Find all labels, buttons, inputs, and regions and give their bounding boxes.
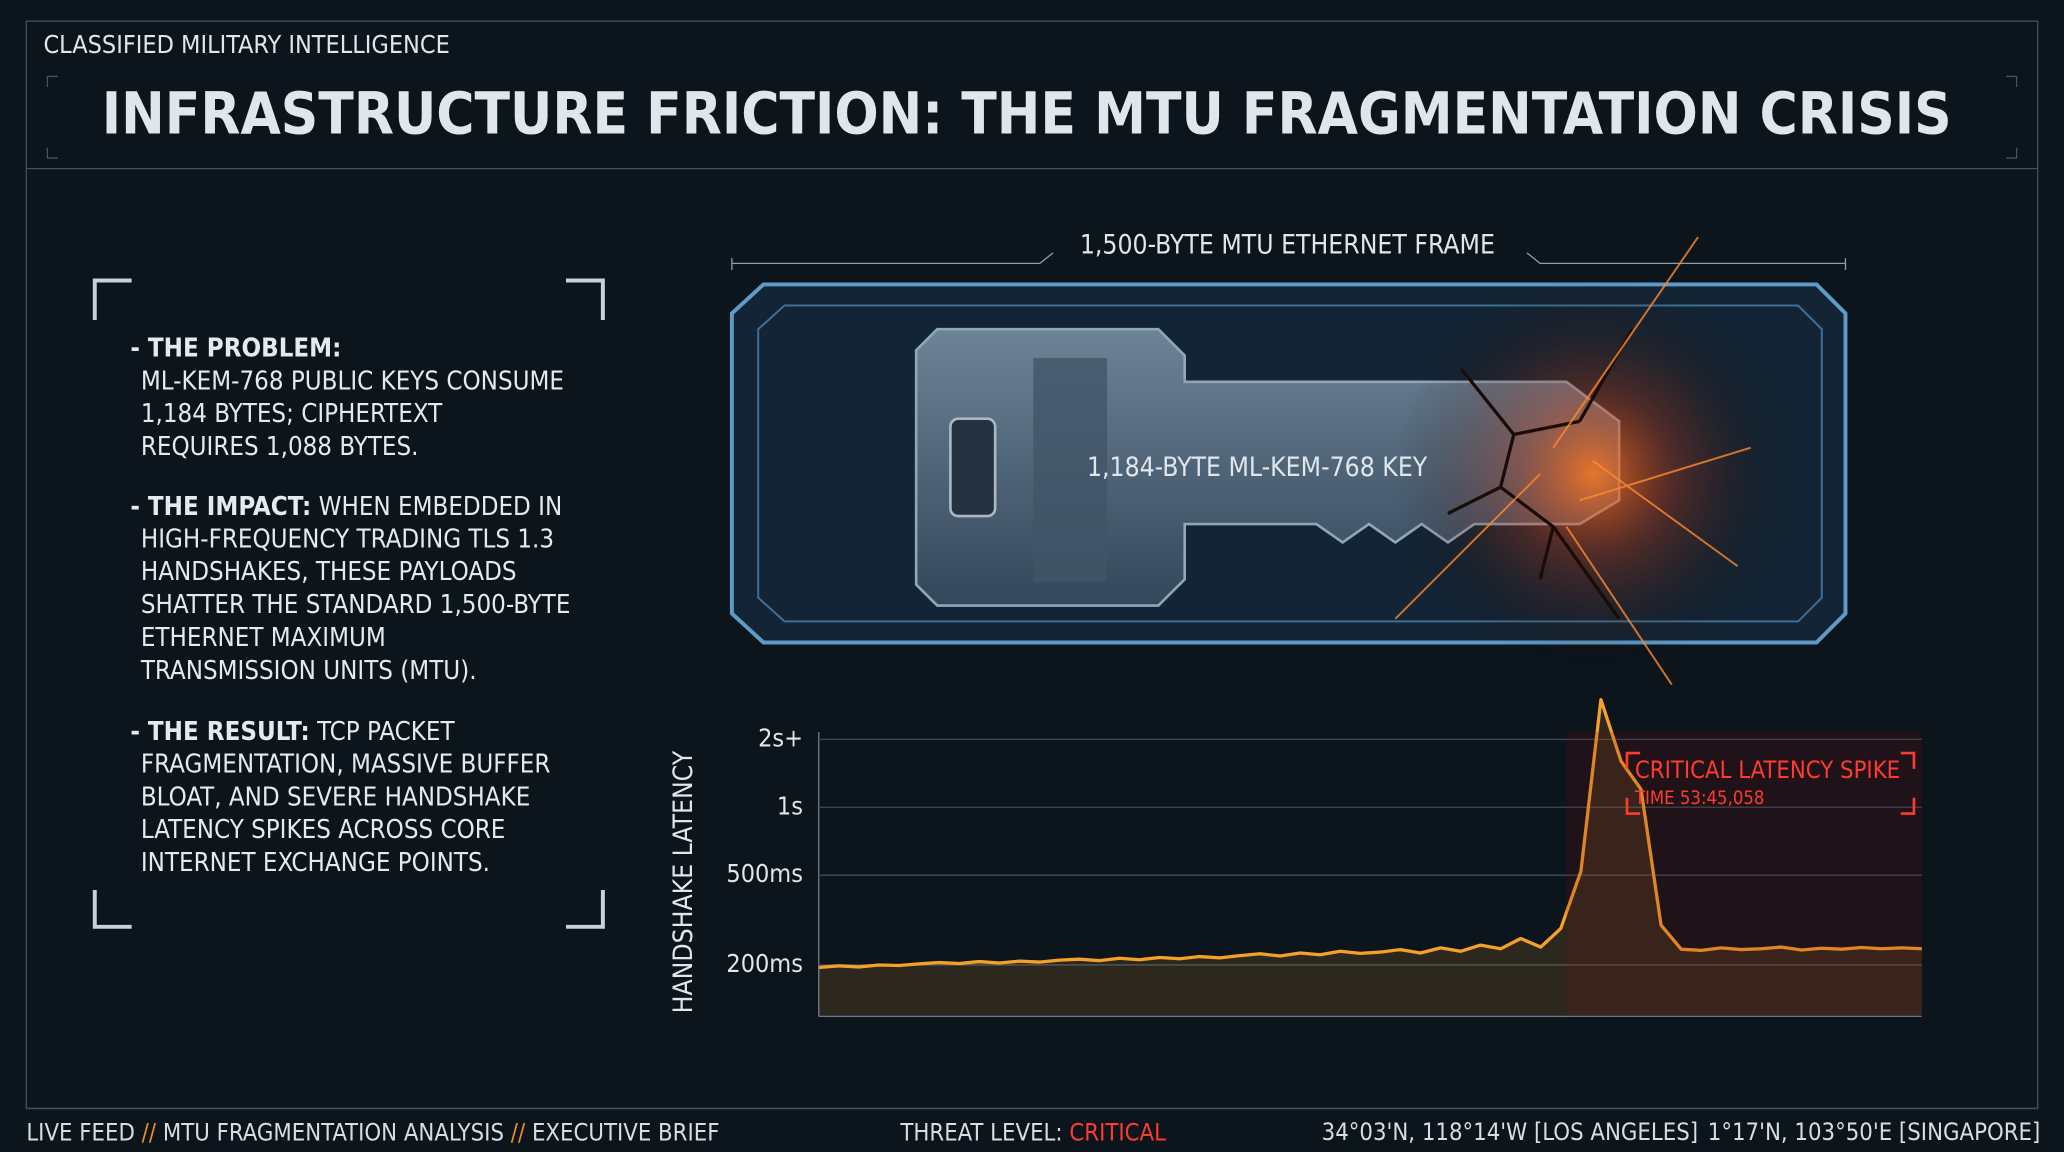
key-label: 1,184-BYTE ML-KEM-768 KEY — [1087, 453, 1428, 483]
frame-label: 1,500-BYTE MTU ETHERNET FRAME — [1080, 231, 1495, 261]
header-label: CLASSIFIED MILITARY INTELLIGENCE — [43, 30, 449, 59]
y-tick-label: 500ms — [726, 859, 803, 888]
item-text: INTERNET EXCHANGE POINTS. — [141, 848, 490, 878]
threat-label: THREAT LEVEL: — [899, 1118, 1062, 1146]
item-label: - THE IMPACT: — [130, 491, 311, 521]
y-tick-label: 2s+ — [758, 723, 803, 752]
item-text: HANDSHAKES, THESE PAYLOADS — [141, 557, 517, 587]
item-text: HIGH-FREQUENCY TRADING TLS 1.3 — [141, 524, 554, 554]
item-text: FRAGMENTATION, MASSIVE BUFFER — [141, 749, 551, 779]
footer-feed: LIVE FEED // MTU FRAGMENTATION ANALYSIS … — [26, 1118, 719, 1146]
item-text: LATENCY SPIKES ACROSS CORE — [141, 815, 506, 845]
diagram: 1,500-BYTE MTU ETHERNET FRAME 1,184-BYTE… — [729, 231, 1848, 686]
panel-brackets — [92, 278, 605, 929]
y-tick-label: 200ms — [726, 949, 803, 978]
item-label: - THE RESULT: — [130, 716, 309, 746]
threat-value: CRITICAL — [1069, 1118, 1166, 1146]
location: 1°17'N, 103°50'E [SINGAPORE] — [1708, 1118, 2041, 1146]
feed-item: MTU FRAGMENTATION ANALYSIS — [163, 1118, 504, 1146]
item-label: - THE PROBLEM: — [130, 333, 341, 363]
item-text: TRANSMISSION UNITS (MTU). — [140, 656, 477, 686]
item-text: ML-KEM-768 PUBLIC KEYS CONSUME — [141, 366, 564, 396]
ethernet-frame-inner — [757, 304, 1823, 623]
feed-item: EXECUTIVE BRIEF — [532, 1118, 720, 1146]
location: 34°03'N, 118°14'W [LOS ANGELES] — [1322, 1118, 1698, 1146]
header-title: INFRASTRUCTURE FRICTION: THE MTU FRAGMEN… — [102, 79, 1952, 147]
y-axis-label: HANDSHAKE LATENCY — [669, 750, 699, 1013]
separator: // — [511, 1118, 526, 1146]
key-slot — [949, 417, 997, 518]
annotation-time: TIME 53:45,058 — [1634, 788, 1765, 809]
y-tick-label: 1s — [777, 791, 803, 820]
line — [818, 697, 1922, 970]
sparks — [1394, 236, 1752, 686]
item-row: - THE IMPACT: WHEN EMBEDDED IN — [130, 491, 562, 521]
item-text: BLOAT, AND SEVERE HANDSHAKE — [141, 782, 530, 812]
threat: THREAT LEVEL: CRITICAL — [899, 1118, 1166, 1146]
key-engraving — [1033, 358, 1108, 582]
item-text: TCP PACKET — [316, 716, 455, 746]
separator: // — [142, 1118, 157, 1146]
item-text: WHEN EMBEDDED IN — [319, 491, 563, 521]
item-text: ETHERNET MAXIMUM — [141, 623, 386, 653]
title-brackets — [46, 75, 2018, 159]
area — [818, 699, 1922, 1015]
panel: - THE PROBLEM: ML-KEM-768 PUBLIC KEYS CO… — [130, 333, 570, 878]
frame-dimension — [731, 252, 1847, 270]
feed-item: LIVE FEED — [26, 1118, 135, 1146]
cracks — [1447, 328, 1634, 620]
annotation-brackets — [1625, 751, 1916, 815]
item-text: SHATTER THE STANDARD 1,500-BYTE — [141, 590, 571, 620]
shatter-glow — [1395, 276, 1791, 672]
chart: HANDSHAKE LATENCY 2s+ 1s 500ms 200ms CRITIC… — [669, 697, 1922, 1017]
item-row: - THE RESULT: TCP PACKET — [130, 716, 455, 746]
annotation-title: CRITICAL LATENCY SPIKE — [1635, 756, 1900, 784]
item-text: 1,184 BYTES; CIPHERTEXT — [141, 399, 443, 429]
item-text: REQUIRES 1,088 BYTES. — [141, 432, 419, 462]
spike-zone — [1566, 731, 1922, 1017]
